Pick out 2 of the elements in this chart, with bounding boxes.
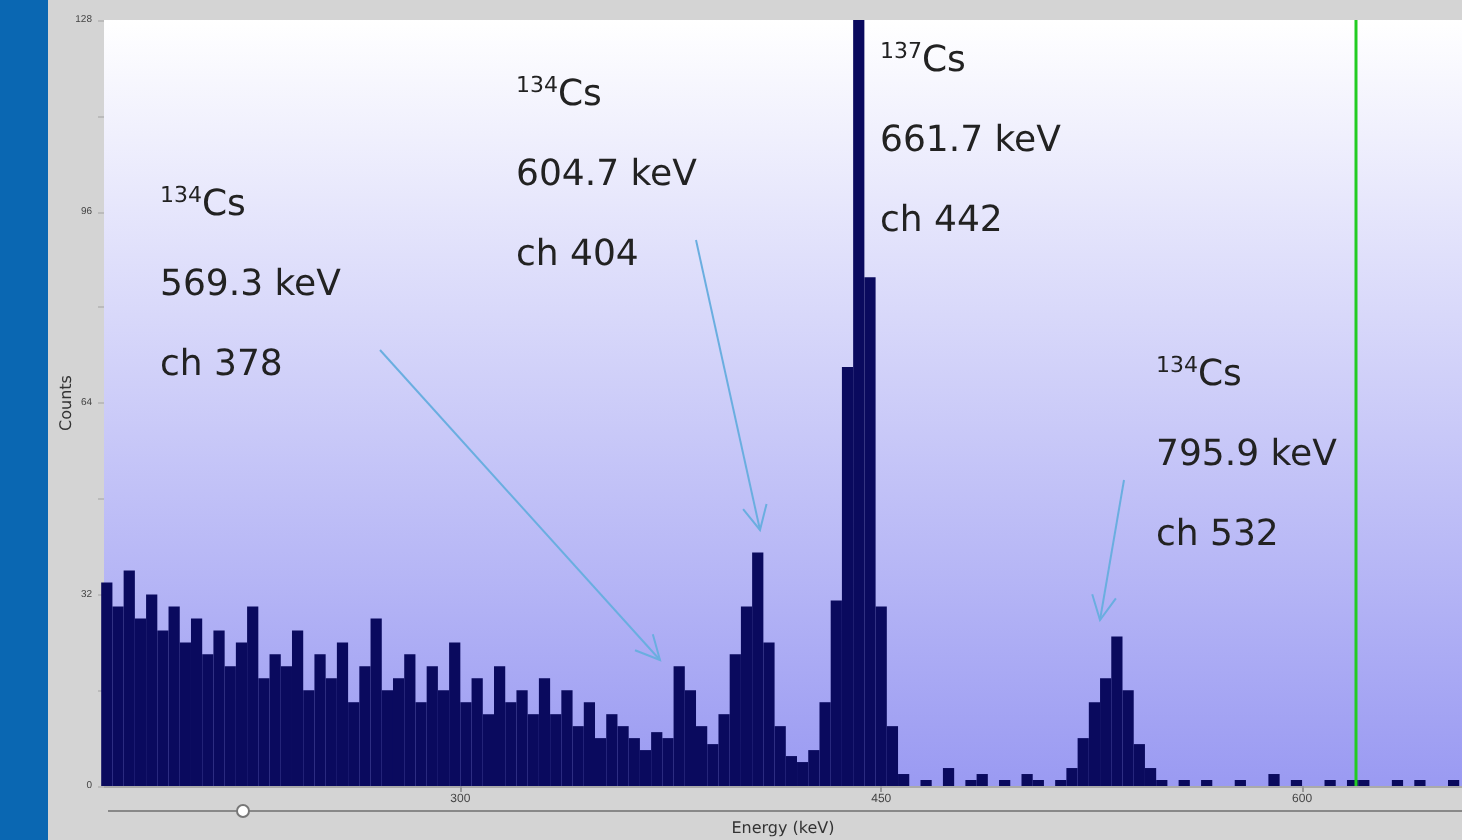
y-axis-title: Counts: [57, 375, 75, 431]
x-axis-title: Energy (keV): [731, 819, 835, 837]
